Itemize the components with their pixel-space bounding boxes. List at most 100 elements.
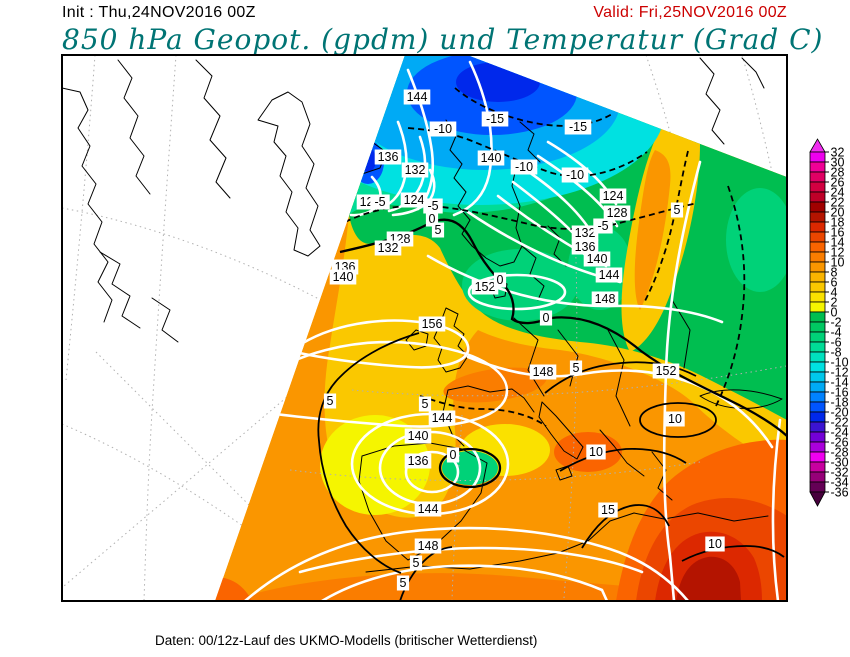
colorbar-tick-label: 28 <box>831 166 845 180</box>
contour-label: 140 <box>329 269 357 285</box>
colorbar-band <box>809 321 826 333</box>
svg-text:136: 136 <box>378 150 399 164</box>
contour-label: 156 <box>418 316 446 332</box>
contour-label: 10 <box>586 444 606 460</box>
colorbar-tick-label: -12 <box>831 366 849 380</box>
colorbar-tick-label: 26 <box>831 176 845 190</box>
colorbar-band <box>809 461 826 473</box>
colorbar-tick-label: -22 <box>831 416 849 430</box>
colorbar-band <box>809 481 826 493</box>
colorbar-tick-label: 18 <box>831 216 845 230</box>
colorbar-arrow-top <box>809 138 826 153</box>
colorbar-band <box>809 401 826 413</box>
colorbar-tick-label: 2 <box>831 296 838 310</box>
svg-text:152: 152 <box>656 364 677 378</box>
init-time-label: Init : Thu,24NOV2016 00Z <box>62 4 256 21</box>
svg-text:-10: -10 <box>434 122 452 136</box>
contour-label: 152 <box>471 279 499 295</box>
contour-label: 148 <box>414 538 442 554</box>
svg-text:-5: -5 <box>374 195 385 209</box>
colorbar-band <box>809 331 826 343</box>
contour-label: 144 <box>428 410 456 426</box>
colorbar-band <box>809 161 826 173</box>
colorbar-band <box>809 371 826 383</box>
svg-text:144: 144 <box>407 90 428 104</box>
contour-label: 140 <box>404 428 432 444</box>
colorbar-band <box>809 471 826 483</box>
colorbar-arrow-bottom <box>809 491 826 507</box>
svg-text:5: 5 <box>422 397 429 411</box>
colorbar-tick-label: 8 <box>831 266 838 280</box>
contour-label: -10 <box>561 167 589 183</box>
contour-label: 140 <box>477 150 505 166</box>
colorbar-tick-label: 30 <box>831 156 845 170</box>
contour-label: -15 <box>564 119 592 135</box>
colorbar-band <box>809 431 826 443</box>
contour-label: 144 <box>414 501 442 517</box>
colorbar-band <box>809 451 826 463</box>
colorbar-band <box>809 261 826 273</box>
contour-label: 5 <box>323 393 337 409</box>
attribution-text: Daten: 00/12z-Lauf des UKMO-Modells (bri… <box>155 603 537 657</box>
contour-label: 136 <box>404 453 432 469</box>
svg-text:140: 140 <box>481 151 502 165</box>
colorbar-band <box>809 291 826 303</box>
colorbar-tick-label: -4 <box>831 326 842 340</box>
colorbar-tick-label: 0 <box>831 306 838 320</box>
svg-text:132: 132 <box>378 241 399 255</box>
svg-text:140: 140 <box>587 252 608 266</box>
colorbar-band <box>809 311 826 323</box>
colorbar-band <box>809 351 826 363</box>
colorbar-tick-label: -2 <box>831 316 842 330</box>
contour-label: 0 <box>493 272 507 288</box>
contour-label: 124 <box>599 188 627 204</box>
colorbar-tick-label: 4 <box>831 286 838 300</box>
contour-label: 136 <box>374 149 402 165</box>
svg-text:152: 152 <box>475 280 496 294</box>
svg-text:5: 5 <box>435 223 442 237</box>
colorbar-band <box>809 301 826 313</box>
svg-text:10: 10 <box>708 537 722 551</box>
colorbar-tick-label: -26 <box>831 436 849 450</box>
colorbar-tick-label: -20 <box>831 406 849 420</box>
colorbar-tick-label: 16 <box>831 226 845 240</box>
svg-text:-5: -5 <box>427 199 438 213</box>
svg-text:5: 5 <box>674 203 681 217</box>
colorbar-band <box>809 201 826 213</box>
colorbar-band <box>809 151 826 163</box>
colorbar-tick-label: 6 <box>831 276 838 290</box>
contour-label: 5 <box>409 555 423 571</box>
svg-text:136: 136 <box>408 454 429 468</box>
svg-text:140: 140 <box>333 270 354 284</box>
colorbar-tick-label: 22 <box>831 196 845 210</box>
contour-label: 140 <box>583 251 611 267</box>
contour-label: 152 <box>652 363 680 379</box>
colorbar-band <box>809 231 826 243</box>
colorbar-tick-label: -8 <box>831 346 842 360</box>
chart-title: 850 hPa Geopot. (gpdm) und Temperatur (G… <box>62 23 824 56</box>
contour-label: -15 <box>481 111 509 127</box>
svg-text:-10: -10 <box>515 160 533 174</box>
svg-text:128: 128 <box>607 206 628 220</box>
colorbar-tick-label: -6 <box>831 336 842 350</box>
colorbar-band <box>809 411 826 423</box>
colorbar-band <box>809 171 826 183</box>
colorbar-band <box>809 211 826 223</box>
svg-text:15: 15 <box>601 503 615 517</box>
svg-text:5: 5 <box>573 361 580 375</box>
contour-label: 124 <box>400 192 428 208</box>
svg-text:-5: -5 <box>597 219 608 233</box>
contour-label: -10 <box>429 121 457 137</box>
contour-label: 148 <box>529 364 557 380</box>
colorbar-tick-label: -10 <box>831 356 849 370</box>
colorbar-band <box>809 381 826 393</box>
colorbar-tick-label: 10 <box>831 256 845 270</box>
contour-label: 132 <box>374 240 402 256</box>
svg-text:144: 144 <box>418 502 439 516</box>
svg-text:-15: -15 <box>569 120 587 134</box>
contour-label: 0 <box>539 310 553 326</box>
contour-label: 128 <box>603 205 631 221</box>
colorbar-band <box>809 251 826 263</box>
svg-text:5: 5 <box>400 576 407 590</box>
coastlines-domain <box>289 119 787 601</box>
